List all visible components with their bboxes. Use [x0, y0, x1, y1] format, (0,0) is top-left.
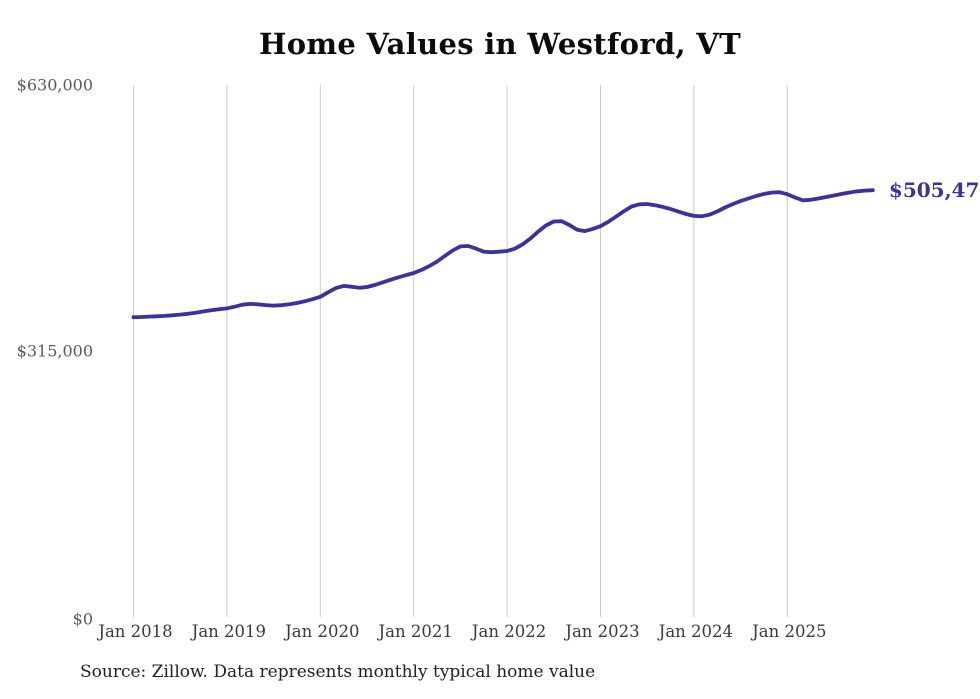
y-axis-tick-label: $0	[72, 609, 93, 629]
x-axis-tick-label: Jan 2018	[98, 622, 173, 641]
source-note: Source: Zillow. Data represents monthly …	[80, 662, 596, 682]
y-axis-tick-label: $630,000	[16, 75, 93, 95]
x-axis-tick-label: Jan 2022	[471, 622, 547, 641]
chart-title: Home Values in Westford, VT	[259, 27, 741, 61]
y-axis-tick-label: $315,000	[16, 341, 93, 361]
x-axis-tick-label: Jan 2025	[752, 622, 827, 641]
home-value-line	[131, 188, 875, 320]
x-axis-tick-label: Jan 2024	[658, 622, 734, 641]
x-axis-tick-label: Jan 2020	[285, 622, 360, 641]
x-axis-tick-label: Jan 2023	[565, 622, 640, 641]
x-axis-tick-label: Jan 2021	[378, 622, 453, 641]
latest-value-label: $505,478	[888, 178, 980, 203]
x-axis-tick-label: Jan 2019	[191, 622, 267, 641]
